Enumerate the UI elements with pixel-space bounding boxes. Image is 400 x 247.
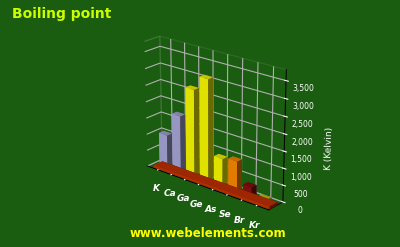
Text: Boiling point: Boiling point [12,7,111,21]
Text: www.webelements.com: www.webelements.com [130,226,286,240]
